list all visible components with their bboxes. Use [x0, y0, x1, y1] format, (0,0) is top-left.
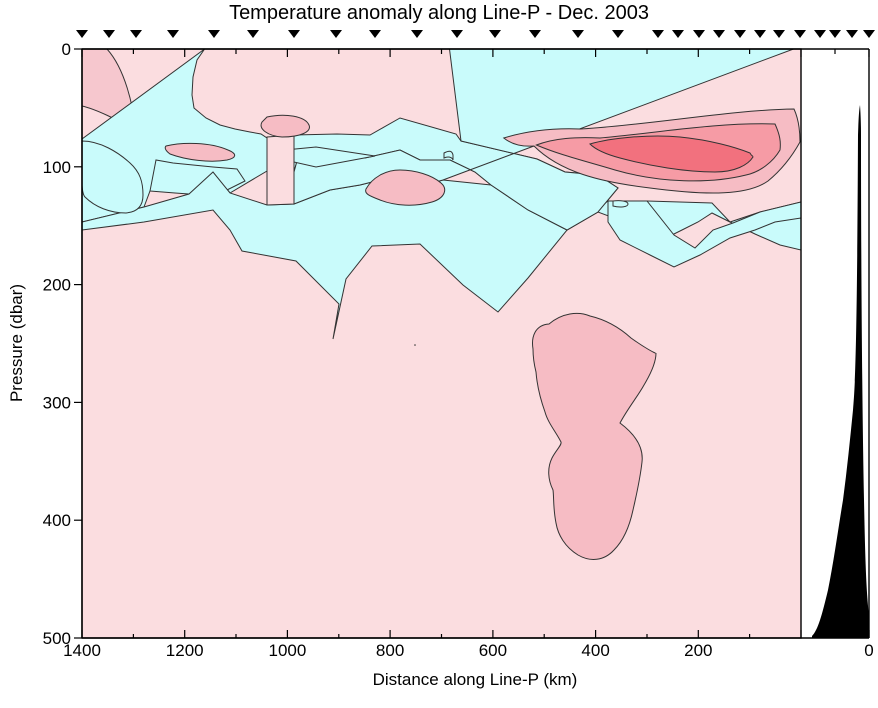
svg-text:Distance along Line-P (km): Distance along Line-P (km) [373, 670, 578, 689]
svg-text:1200: 1200 [166, 641, 204, 660]
svg-text:800: 800 [376, 641, 404, 660]
svg-text:0: 0 [62, 40, 71, 59]
svg-text:Temperature anomaly along Line: Temperature anomaly along Line-P - Dec. … [229, 2, 649, 24]
svg-text:400: 400 [43, 511, 71, 530]
svg-text:Pressure (dbar): Pressure (dbar) [7, 284, 26, 402]
svg-text:500: 500 [43, 629, 71, 648]
svg-text:400: 400 [581, 641, 609, 660]
svg-text:300: 300 [43, 393, 71, 412]
svg-text:0: 0 [864, 641, 873, 660]
svg-text:1000: 1000 [268, 641, 306, 660]
svg-text:100: 100 [43, 158, 71, 177]
svg-text:200: 200 [43, 276, 71, 295]
svg-text:200: 200 [684, 641, 712, 660]
svg-text:600: 600 [479, 641, 507, 660]
